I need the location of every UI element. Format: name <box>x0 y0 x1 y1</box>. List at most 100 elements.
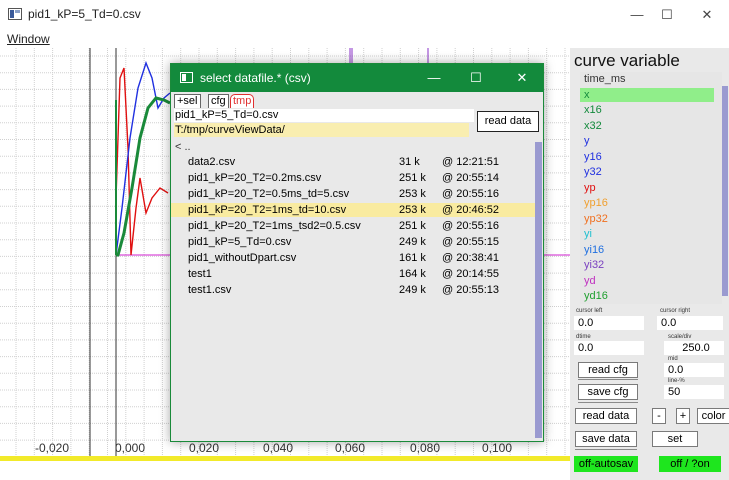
dialog-titlebar: select datafile.* (csv) — ☐ ✕ <box>171 64 543 92</box>
tab-sel[interactable]: +sel <box>174 94 201 108</box>
x-tick-label: 0,100 <box>481 441 513 455</box>
separator <box>578 402 638 403</box>
x-tick-label: 0,080 <box>409 441 441 455</box>
menu-window[interactable]: Window <box>7 32 50 46</box>
file-time: @ 20:55:16 <box>442 220 500 232</box>
mid-label: mid <box>668 356 678 362</box>
file-row[interactable]: data2.csv 31 k @ 12:21:51 <box>171 155 536 169</box>
maximize-button[interactable]: ☐ <box>661 7 673 22</box>
x-tick-label: 0,040 <box>262 441 294 455</box>
variable-item[interactable]: yi <box>584 228 592 240</box>
variable-item[interactable]: yd <box>584 274 596 287</box>
dialog-minimize-button[interactable]: — <box>427 70 441 85</box>
read-data-button[interactable]: read data <box>575 408 637 424</box>
file-time: @ 20:14:55 <box>442 268 500 280</box>
minimize-button[interactable]: — <box>630 7 644 22</box>
variable-item[interactable]: yp32 <box>584 212 608 225</box>
file-size: 164 k <box>399 268 426 280</box>
read-cfg-button[interactable]: read cfg <box>578 362 638 378</box>
close-button[interactable]: ✕ <box>701 7 713 22</box>
x-tick-label: 0,060 <box>334 441 366 455</box>
minus-button[interactable]: - <box>652 408 666 424</box>
curve-y <box>115 60 171 256</box>
variable-item[interactable]: yi16 <box>584 243 605 256</box>
plus-button[interactable]: + <box>676 408 690 424</box>
file-row[interactable]: pid1_kP=20_T2=0.2ms.csv 251 k @ 20:55:14 <box>171 171 536 185</box>
autosave-toggle[interactable]: off-autosav <box>574 456 638 472</box>
variable-item[interactable]: yd16 <box>584 290 608 302</box>
cursor-left-label: cursor left <box>576 308 603 314</box>
file-name: pid1_withoutDpart.csv <box>188 252 297 264</box>
scale-label: scale/div <box>668 334 692 340</box>
file-time: @ 20:55:13 <box>442 284 500 296</box>
line-pct-field[interactable]: 50 <box>664 385 724 399</box>
file-size: 31 k <box>399 156 420 168</box>
variable-item[interactable]: x <box>580 87 714 102</box>
window-titlebar: pid1_kP=5_Td=0.csv — ☐ ✕ <box>0 0 729 30</box>
file-name: data2.csv <box>188 156 236 168</box>
file-name: pid1_kP=20_T2=0.5ms_td=5.csv <box>188 188 350 200</box>
app-icon <box>8 8 22 20</box>
dialog-read-data-button[interactable]: read data <box>477 111 539 132</box>
save-cfg-button[interactable]: save cfg <box>578 384 638 400</box>
parent-directory-item[interactable]: < .. <box>175 141 191 153</box>
cursor-left-field[interactable]: 0.0 <box>574 316 644 330</box>
file-time: @ 20:55:15 <box>442 236 500 248</box>
x-tick-label: -0,020 <box>34 441 70 455</box>
file-size: 251 k <box>399 172 426 184</box>
tab-cfg[interactable]: cfg <box>208 94 229 108</box>
variable-item[interactable]: y32 <box>584 166 602 178</box>
file-size: 253 k <box>399 204 426 216</box>
variable-item[interactable]: yp16 <box>584 197 608 209</box>
file-row[interactable]: test1.csv 249 k @ 20:55:13 <box>171 283 536 297</box>
window-title: pid1_kP=5_Td=0.csv <box>28 7 141 21</box>
separator <box>578 379 638 380</box>
variable-item[interactable]: x32 <box>584 119 602 132</box>
x-tick-label: 0,000 <box>114 441 146 455</box>
dialog-maximize-button[interactable]: ☐ <box>470 70 482 85</box>
file-row[interactable]: pid1_kP=20_T2=1ms_tsd2=0.5.csv 251 k @ 20:… <box>171 219 536 233</box>
file-size: 251 k <box>399 220 426 232</box>
curve-variable-title: curve variable <box>574 51 680 70</box>
status-bar-yellow <box>0 456 570 461</box>
line-pct-label: line-% <box>668 378 685 384</box>
path-field[interactable]: T:/tmp/curveViewData/ <box>174 123 469 137</box>
set-button[interactable]: set <box>652 431 698 447</box>
x-tick-label: 0,020 <box>188 441 220 455</box>
curve-x <box>116 96 171 257</box>
variable-item[interactable]: time_ms <box>584 73 626 85</box>
current-file-field[interactable]: pid1_kP=5_Td=0.csv <box>174 109 474 122</box>
file-time: @ 20:55:14 <box>442 172 500 184</box>
variable-item[interactable]: y16 <box>584 150 602 163</box>
on-off-toggle[interactable]: off / ?on <box>659 456 721 472</box>
file-size: 249 k <box>399 236 426 248</box>
variable-item[interactable]: yp <box>584 181 596 194</box>
variable-item[interactable]: yi32 <box>584 259 605 271</box>
color-button[interactable]: color <box>697 408 729 424</box>
mid-field[interactable]: 0.0 <box>664 363 724 377</box>
file-row[interactable]: test1 164 k @ 20:14:55 <box>171 267 536 281</box>
dtime-label: dtime <box>576 334 591 340</box>
file-row[interactable]: pid1_kP=20_T2=1ms_td=10.csv 253 k @ 20:46:… <box>171 203 536 217</box>
variable-list-scrollbar[interactable] <box>722 86 728 296</box>
dtime-field[interactable]: 0.0 <box>574 341 644 355</box>
file-row[interactable]: pid1_kP=5_Td=0.csv 249 k @ 20:55:15 <box>171 235 536 249</box>
select-datafile-dialog: select datafile.* (csv) — ☐ ✕ +sel cfg t… <box>170 63 544 442</box>
tab-tmp[interactable]: tmp <box>230 94 255 108</box>
file-size: 249 k <box>399 284 426 296</box>
variable-item[interactable]: x16 <box>584 104 602 116</box>
dialog-scrollbar[interactable] <box>535 142 542 438</box>
cursor-right-field[interactable]: 0.0 <box>657 316 723 330</box>
dialog-app-icon <box>180 72 193 83</box>
save-data-button[interactable]: save data <box>575 431 637 447</box>
file-name: pid1_kP=5_Td=0.csv <box>188 236 292 248</box>
curve-yp <box>115 67 169 256</box>
scale-field[interactable]: 250.0 <box>664 341 724 355</box>
dialog-close-button[interactable]: ✕ <box>516 70 528 85</box>
file-row[interactable]: pid1_withoutDpart.csv 161 k @ 20:38:41 <box>171 251 536 265</box>
menubar: Window <box>0 30 729 48</box>
variable-item[interactable]: y <box>584 135 590 147</box>
file-time: @ 20:46:52 <box>442 204 500 216</box>
file-row[interactable]: pid1_kP=20_T2=0.5ms_td=5.csv 253 k @ 20:55… <box>171 187 536 201</box>
